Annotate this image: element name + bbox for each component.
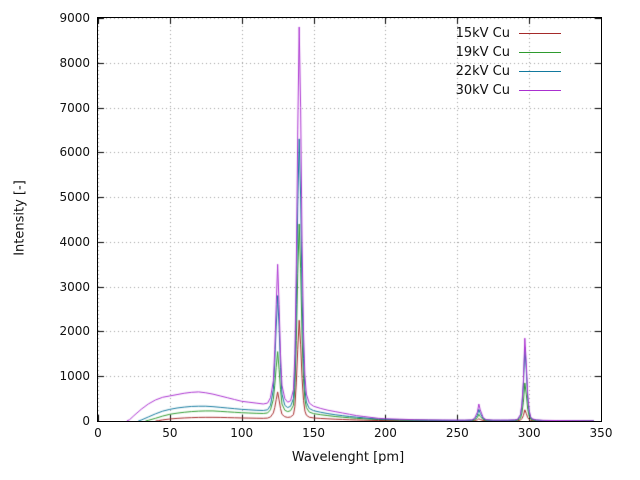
- legend-label: 22kV Cu: [455, 64, 510, 79]
- y-tick-label: 3000: [59, 279, 90, 294]
- x-tick-label: 50: [162, 426, 178, 440]
- legend-label: 15kV Cu: [455, 26, 510, 41]
- y-tick-label: 1000: [59, 369, 90, 384]
- legend-label: 30kV Cu: [455, 83, 510, 98]
- y-tick-label: 9000: [59, 11, 90, 25]
- x-tick-label: 300: [517, 426, 541, 440]
- legend: 15kV Cu 19kV Cu 22kV Cu 30kV Cu: [456, 24, 561, 100]
- legend-line-sample: [519, 90, 561, 91]
- legend-line-sample: [519, 71, 561, 72]
- y-tick-label: 0: [82, 414, 90, 428]
- y-tick-label: 8000: [59, 55, 90, 70]
- legend-entry: 30kV Cu: [456, 81, 561, 100]
- x-tick-label: 200: [373, 426, 397, 440]
- legend-entry: 19kV Cu: [456, 43, 561, 62]
- x-tick-label: 100: [230, 426, 254, 440]
- plot-area: 15kV Cu 19kV Cu 22kV Cu 30kV Cu: [97, 17, 602, 422]
- legend-line-sample: [519, 33, 561, 34]
- y-tick-label: 7000: [59, 100, 90, 115]
- legend-label: 19kV Cu: [455, 45, 510, 60]
- x-tick-label: 0: [94, 426, 102, 440]
- x-tick-label: 250: [445, 426, 469, 440]
- y-tick-label: 6000: [59, 145, 90, 160]
- legend-line-sample: [519, 52, 561, 53]
- plot-canvas: [98, 18, 601, 421]
- legend-entry: 22kV Cu: [456, 62, 561, 81]
- y-tick-label: 2000: [59, 324, 90, 339]
- x-axis-label: Wavelenght [pm]: [291, 450, 405, 465]
- y-tick-label: 5000: [59, 190, 90, 205]
- y-axis-label: Intensity [-]: [12, 180, 28, 256]
- x-tick-label: 350: [589, 426, 613, 440]
- x-tick-label: 150: [302, 426, 326, 440]
- legend-entry: 15kV Cu: [456, 24, 561, 43]
- y-tick-label: 4000: [59, 234, 90, 249]
